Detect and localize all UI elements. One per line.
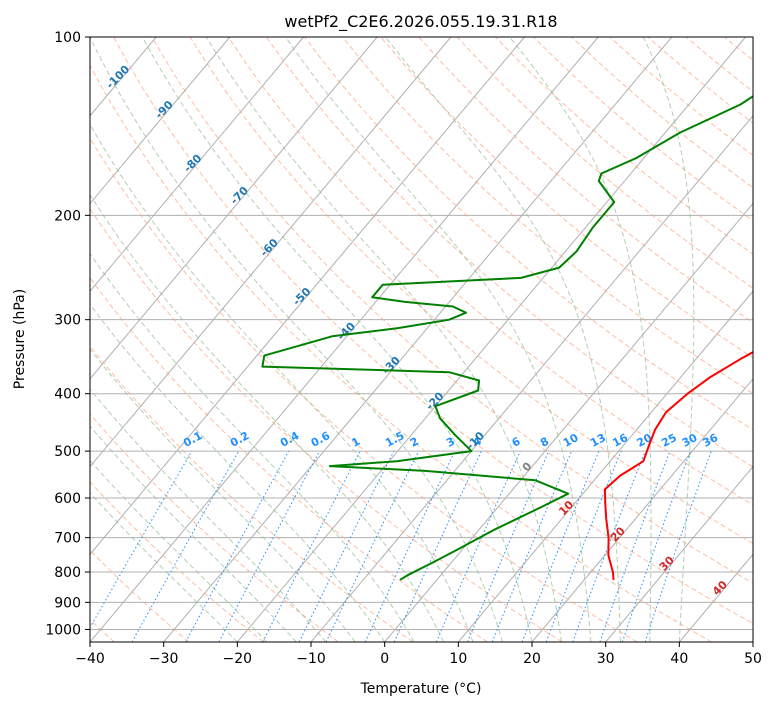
y-tick-label: 700 <box>54 531 81 547</box>
dry-adiabat-line <box>342 37 753 394</box>
mixing-ratio-line <box>467 450 550 642</box>
y-tick-label: 1000 <box>45 622 81 638</box>
mixing-ratio-label: 25 <box>659 431 679 450</box>
moist-adiabat-line <box>90 252 415 642</box>
moist-adiabat-line <box>509 37 652 642</box>
isotherm-line <box>605 465 753 642</box>
y-tick-label: 500 <box>54 444 81 460</box>
dry-adiabat-line <box>151 37 753 584</box>
moist-adiabat-line <box>141 37 533 642</box>
x-axis: −40 −30 −20 −10 0 10 20 30 40 50 <box>75 642 762 667</box>
x-tick-label: −30 <box>149 651 179 667</box>
x-tick-label: 0 <box>380 651 389 667</box>
moist-adiabat-line <box>285 37 592 642</box>
x-tick-label: −20 <box>223 651 253 667</box>
dry-adiabat-line <box>90 413 339 642</box>
moist-adiabat-line <box>90 37 503 642</box>
isotherm-line <box>90 37 378 380</box>
dry-adiabat-line <box>90 481 264 642</box>
isotherm-line <box>90 37 304 292</box>
moist-adiabat-line <box>90 459 268 642</box>
mixing-ratio-label: 16 <box>610 431 630 450</box>
x-axis-label: Temperature (°C) <box>360 681 482 697</box>
dry-adiabat-line <box>304 37 753 431</box>
y-tick-label: 100 <box>54 30 81 46</box>
mixing-ratio-label: 10 <box>561 431 581 450</box>
moist-adiabat-line <box>90 303 386 642</box>
mixing-ratio-line <box>131 450 240 642</box>
y-tick-label: 800 <box>54 565 81 581</box>
isotherm-line <box>90 37 231 205</box>
moist-adiabat-line <box>90 348 356 642</box>
mixing-ratio-line <box>644 450 712 642</box>
mixing-ratio-line <box>435 450 521 642</box>
plot-frame <box>89 36 754 643</box>
isotherm-line <box>90 37 599 642</box>
dry-adiabat-line <box>90 207 563 642</box>
x-tick-label: 40 <box>670 651 688 667</box>
isotherm-line <box>90 37 525 556</box>
isotherm-line <box>236 37 746 642</box>
mixing-ratio-line <box>491 450 573 642</box>
mixing-ratio-line <box>218 450 320 642</box>
x-tick-label: 10 <box>449 651 467 667</box>
isotherm-line <box>457 290 753 642</box>
pressure-gridlines <box>90 37 753 630</box>
y-tick-label: 300 <box>54 313 81 329</box>
moist-adiabat-line <box>90 425 297 642</box>
y-tick-label: 900 <box>54 595 81 611</box>
isotherm-line <box>163 37 673 642</box>
moist-adiabat-line <box>90 123 474 642</box>
isotherm-line <box>531 378 753 642</box>
x-tick-label: −10 <box>296 651 326 667</box>
chart-title: wetPf2_C2E6.2026.055.19.31.R18 <box>284 12 557 32</box>
moist-adiabat-line <box>385 37 621 642</box>
x-tick-label: 50 <box>744 651 762 667</box>
mixing-ratio-label: 36 <box>701 431 721 450</box>
moist-adiabat-line <box>90 388 327 642</box>
mixing-ratio-label: 13 <box>588 431 608 450</box>
isotherm-line <box>90 37 452 468</box>
dry-adiabat-line <box>456 37 753 289</box>
mixing-ratio-line <box>521 450 600 642</box>
mixing-ratio-lines: 0.1 0.2 0.4 0.6 1 1.5 2 3 4 6 8 10 13 16 20 25 30 36 <box>90 429 721 642</box>
mixing-ratio-label: 30 <box>680 431 700 450</box>
moist-adiabat-line <box>642 37 695 642</box>
skewed-isotherms <box>90 37 753 642</box>
moist-adiabat-line <box>90 194 445 642</box>
temperature-profile-line <box>604 351 753 580</box>
isotherm-line <box>384 202 753 642</box>
x-tick-label: 30 <box>597 651 615 667</box>
dry-adiabats <box>90 37 753 642</box>
y-axis-label: Pressure (hPa) <box>12 289 28 389</box>
moist-adiabat-line <box>205 37 562 642</box>
mixing-ratio-line <box>262 450 361 642</box>
moist-adiabats <box>90 37 695 642</box>
x-tick-label: 20 <box>523 651 541 667</box>
dry-adiabat-line <box>189 37 753 545</box>
mixing-ratio-line <box>572 450 646 642</box>
dry-adiabat-line <box>90 137 638 642</box>
mixing-ratio-line <box>185 450 290 642</box>
profile-series <box>261 95 753 581</box>
mixing-ratio-line <box>621 450 691 642</box>
dry-adiabat-line <box>90 64 712 642</box>
mixing-ratio-line <box>545 450 622 642</box>
mixing-ratio-line <box>298 450 395 642</box>
dry-adiabat-line <box>90 276 488 642</box>
x-tick-label: −40 <box>75 651 105 667</box>
moist-adiabat-line <box>90 492 238 642</box>
y-axis: 100 200 300 400 500 600 700 800 900 1000 <box>45 30 90 638</box>
y-tick-label: 200 <box>54 208 81 224</box>
y-tick-label: 600 <box>54 491 81 507</box>
dewpoint-profile-line <box>261 95 753 581</box>
y-tick-label: 400 <box>54 387 81 403</box>
mixing-ratio-line <box>599 450 671 642</box>
